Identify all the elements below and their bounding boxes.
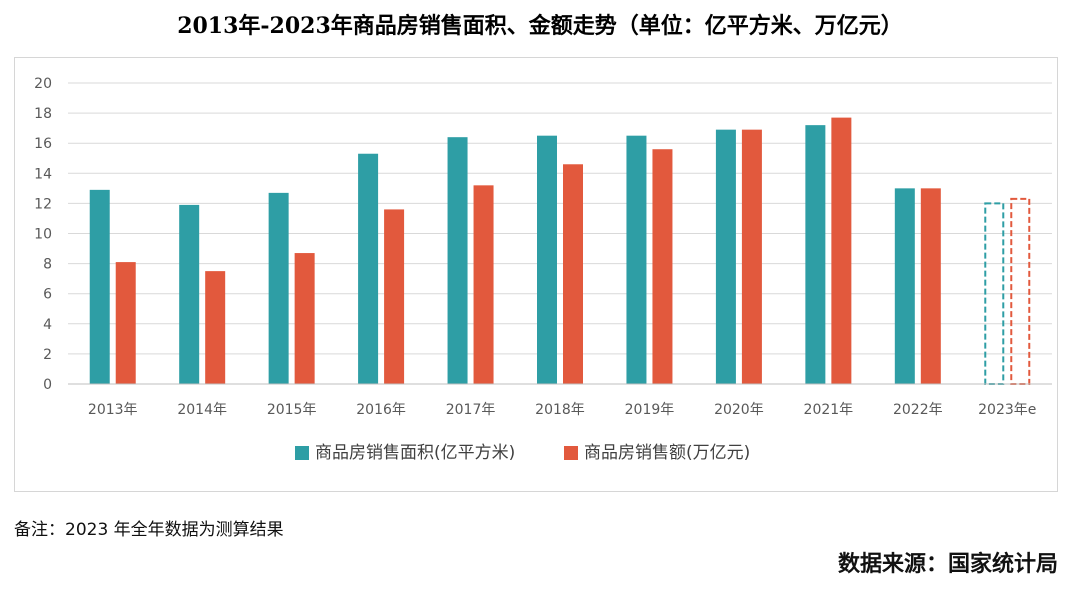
bar-area xyxy=(358,153,379,384)
x-tick-label: 2019年 xyxy=(625,402,675,418)
legend-swatch-area xyxy=(295,446,309,460)
legend-label-amount: 商品房销售额(万亿元) xyxy=(584,443,750,463)
footnote: 备注：2023 年全年数据为测算结果 xyxy=(14,520,284,540)
chart-frame: 0 2 4 6 8 10 12 14 16 18 20 2013年 2014年 2015年 2016年 201… xyxy=(14,57,1058,492)
bar-area xyxy=(715,129,736,384)
y-tick-label: 18 xyxy=(34,106,52,122)
y-tick-label: 6 xyxy=(43,287,52,303)
y-tick-label: 2 xyxy=(43,347,52,363)
y-tick-label: 0 xyxy=(43,377,52,393)
x-tick-label: 2022年 xyxy=(893,402,943,418)
y-tick-label: 14 xyxy=(34,166,52,182)
x-tick-label: 2014年 xyxy=(177,402,227,418)
x-tick-label: 2023年e xyxy=(978,402,1036,418)
bar-area xyxy=(179,204,200,384)
bar-area xyxy=(626,135,647,384)
y-tick-label: 4 xyxy=(43,317,52,333)
bar-area xyxy=(447,137,468,384)
x-tick-label: 2020年 xyxy=(714,402,764,418)
bar-amount xyxy=(294,253,315,384)
bar-amount xyxy=(205,271,226,384)
bar-area xyxy=(894,188,915,384)
x-tick-label: 2015年 xyxy=(267,402,317,418)
data-source: 数据来源：国家统计局 xyxy=(837,552,1058,577)
y-tick-label: 10 xyxy=(34,227,52,243)
bar-amount xyxy=(384,209,405,384)
y-tick-label: 16 xyxy=(34,136,52,152)
bar-amount xyxy=(920,188,941,384)
x-tick-label: 2021年 xyxy=(804,402,854,418)
bar-amount xyxy=(473,185,494,384)
bar-amount xyxy=(563,164,583,384)
x-tick-label: 2016年 xyxy=(356,402,406,418)
x-tick-label: 2018年 xyxy=(535,402,585,418)
bar-amount xyxy=(741,129,762,384)
y-tick-label: 20 xyxy=(34,76,52,92)
chart-title: 2013年-2023年商品房销售面积、金额走势（单位：亿平方米、万亿元） xyxy=(177,13,903,39)
y-tick-label: 8 xyxy=(43,257,52,273)
bar-area xyxy=(268,192,289,384)
bar-area xyxy=(89,189,110,384)
x-tick-label: 2017年 xyxy=(446,402,496,418)
bar-amount xyxy=(115,262,136,384)
legend-swatch-amount xyxy=(564,446,578,460)
y-tick-label: 12 xyxy=(34,196,52,212)
bar-amount xyxy=(831,117,852,385)
legend-label-area: 商品房销售面积(亿平方米) xyxy=(315,443,515,463)
bar-amount xyxy=(652,149,673,384)
chart-svg: 0 2 4 6 8 10 12 14 16 18 20 2013年 2014年 2015年 2016年 201… xyxy=(34,76,1052,463)
x-tick-label: 2013年 xyxy=(88,402,138,418)
bar-area xyxy=(537,135,557,384)
bar-amount-estimate xyxy=(1010,197,1031,385)
bar-area xyxy=(805,125,826,384)
